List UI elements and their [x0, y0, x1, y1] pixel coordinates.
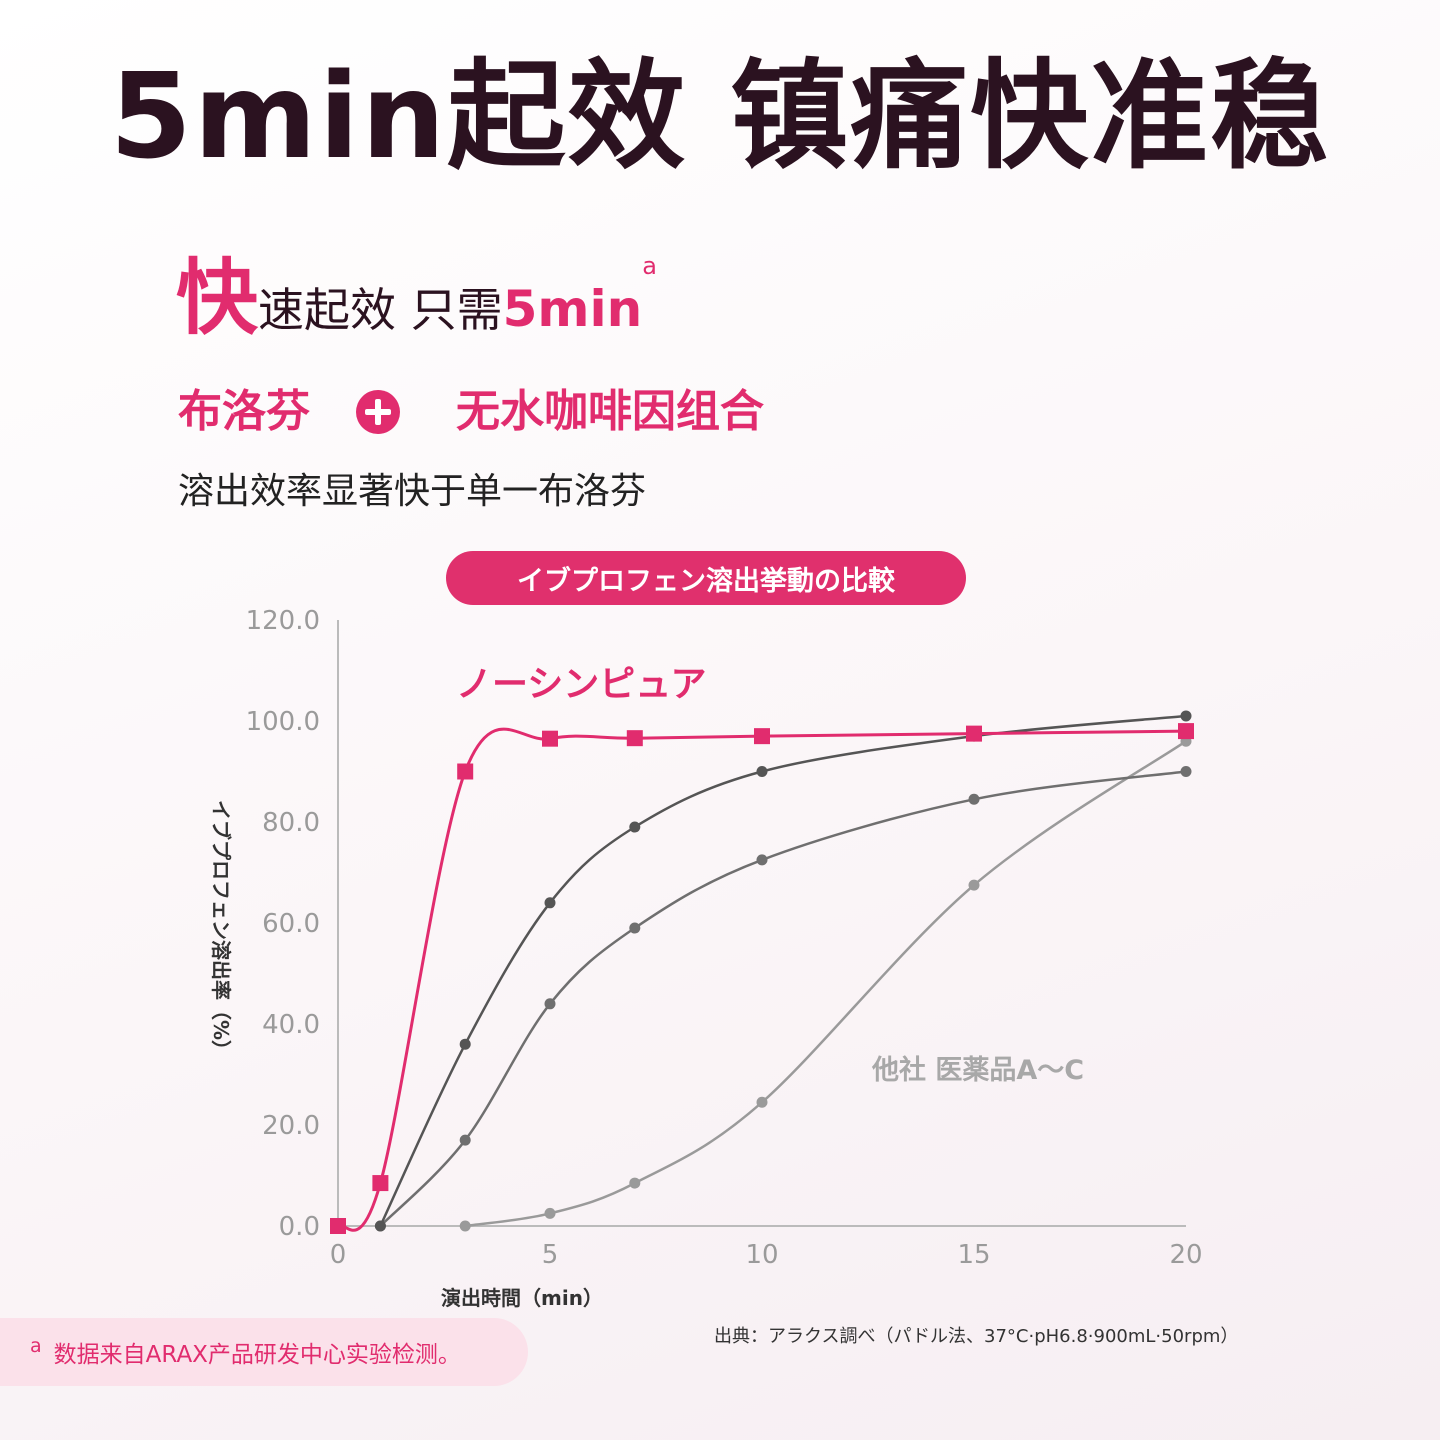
x-axis-label: 演出時間（min） [441, 1286, 603, 1310]
series-2-point [756, 854, 768, 866]
series-3-point [544, 1207, 556, 1219]
footnote-marker: a [642, 252, 657, 280]
x-tick-label: 0 [330, 1240, 347, 1270]
fast-character: 快 [176, 251, 259, 346]
series-3-point [459, 1220, 471, 1232]
series-0-point [457, 763, 474, 780]
series-3-point [968, 879, 980, 891]
series-0-point [754, 728, 770, 745]
x-tick-label: 20 [1169, 1240, 1202, 1270]
footnote-text: 数据来自ARAX产品研发中心实验检测。 [53, 1342, 461, 1368]
y-tick-label: 0.0 [279, 1212, 320, 1242]
fast-onset-line: 快速起效 只需5mina [176, 254, 657, 340]
series-2-point [1180, 766, 1192, 777]
plus-icon [356, 390, 400, 434]
y-tick-label: 40.0 [262, 1010, 320, 1040]
series-2-point [968, 793, 980, 805]
series-1-point [544, 897, 556, 909]
series-0-point [542, 730, 558, 747]
series-0-point [1178, 723, 1194, 740]
series-3-point [629, 1177, 641, 1189]
series-line-0 [336, 727, 1187, 1232]
series-1-point [629, 821, 641, 833]
y-tick-label: 20.0 [262, 1111, 320, 1141]
source-note: 出典：アラクス調べ（パドル法、37°C·pH6.8·900mL·50rpm） [714, 1326, 1239, 1347]
series-2-point [629, 922, 641, 934]
series-1-point [756, 766, 768, 777]
dissolution-claim: 溶出效率显著快于单一布洛芬 [178, 471, 647, 512]
series-0-point [626, 730, 643, 747]
y-tick-label: 120.0 [246, 606, 320, 636]
footnote: a 数据来自ARAX产品研发中心实验检测。 [0, 1318, 528, 1386]
series-0-point [372, 1175, 389, 1192]
series-0-point [330, 1218, 346, 1234]
series-line-1 [379, 714, 1187, 1227]
headline: 5min起效 镇痛快准稳 [109, 47, 1331, 185]
ingredient-caffeine: 无水咖啡因组合 [456, 386, 764, 437]
chart-title: イブプロフェン溶出挙動の比較 [446, 551, 966, 605]
series-1-point [374, 1220, 386, 1232]
fast-onset-text: 速起效 只需 [258, 283, 503, 337]
x-tick-label: 15 [957, 1240, 990, 1270]
series-0-point [966, 725, 982, 742]
y-tick-label: 60.0 [262, 909, 320, 939]
series-1-point [1180, 710, 1192, 722]
ingredient-ibuprofen: 布洛芬 [178, 386, 310, 437]
ingredient-line: 布洛芬 无水咖啡因组合 [178, 384, 764, 440]
annotation-product: ノーシンピュア [456, 664, 707, 705]
series-2-point [459, 1134, 471, 1146]
y-tick-label: 100.0 [246, 707, 320, 737]
onset-time: 5min [502, 280, 643, 338]
series-line-2 [379, 770, 1187, 1227]
series-2-point [544, 998, 556, 1010]
y-axis-label: イブプロフェン溶出率（%） [209, 800, 233, 1060]
x-tick-label: 10 [745, 1240, 778, 1270]
series-line-3 [465, 740, 1187, 1228]
footnote-sup: a [30, 1335, 42, 1357]
x-tick-label: 5 [542, 1240, 559, 1270]
annotation-competitors: 他社 医薬品A～C [871, 1054, 1084, 1086]
y-tick-label: 80.0 [262, 808, 320, 838]
series-3-point [756, 1096, 768, 1108]
series-1-point [459, 1038, 471, 1050]
